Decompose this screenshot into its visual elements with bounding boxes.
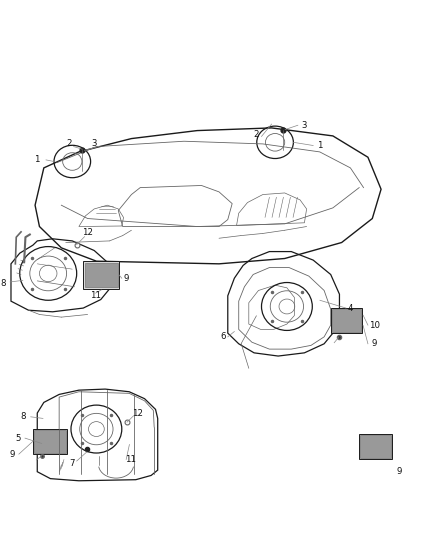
Text: 9: 9	[397, 467, 402, 476]
Text: 1: 1	[317, 141, 322, 150]
Text: 9: 9	[372, 340, 377, 348]
Text: 11: 11	[125, 455, 136, 464]
Text: 8: 8	[20, 413, 25, 421]
Text: 12: 12	[132, 409, 144, 417]
Bar	[34, 430, 66, 453]
Text: 3: 3	[92, 140, 97, 148]
Bar	[360, 435, 391, 458]
Bar	[33, 429, 67, 454]
Bar	[359, 434, 392, 459]
Text: 6: 6	[221, 333, 226, 341]
Text: 2: 2	[67, 140, 72, 148]
Bar	[332, 309, 361, 332]
Bar	[85, 263, 118, 287]
Bar	[83, 261, 119, 289]
Text: 1: 1	[35, 156, 40, 164]
Text: 9: 9	[124, 274, 129, 282]
Text: 4: 4	[348, 304, 353, 312]
Text: 11: 11	[90, 292, 101, 300]
Bar	[331, 308, 362, 333]
Text: 8: 8	[1, 279, 6, 288]
Text: 7: 7	[70, 459, 75, 468]
Text: 10: 10	[369, 321, 380, 329]
Text: 12: 12	[82, 229, 93, 237]
Text: 9: 9	[10, 450, 15, 458]
Text: 2: 2	[254, 131, 259, 139]
Text: 5: 5	[16, 434, 21, 442]
Text: 3: 3	[302, 121, 307, 130]
